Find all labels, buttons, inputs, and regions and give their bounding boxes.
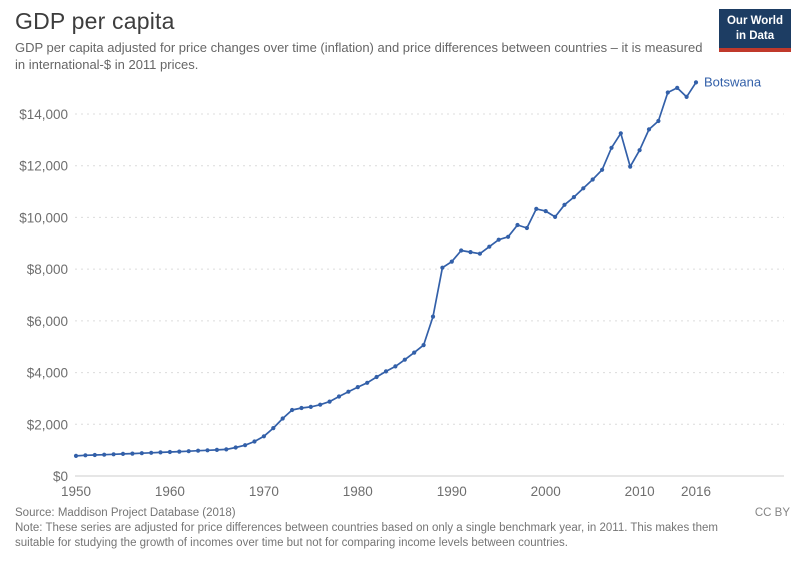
y-tick-label: $0 <box>53 469 68 484</box>
data-point[interactable] <box>543 209 548 214</box>
data-point[interactable] <box>609 145 614 150</box>
data-point[interactable] <box>299 405 304 411</box>
data-point[interactable] <box>73 453 79 458</box>
x-tick-label: 2000 <box>531 484 561 499</box>
data-point[interactable] <box>515 222 520 228</box>
data-point[interactable] <box>111 452 116 457</box>
y-tick-label: $2,000 <box>27 417 68 432</box>
x-tick-label: 1980 <box>343 484 373 499</box>
note-text: Note: These series are adjusted for pric… <box>15 522 718 550</box>
y-tick-label: $10,000 <box>19 210 68 225</box>
data-point[interactable] <box>383 369 389 374</box>
data-point[interactable] <box>421 343 426 348</box>
data-point[interactable] <box>327 399 332 404</box>
data-point[interactable] <box>562 202 567 207</box>
data-point[interactable] <box>308 404 313 409</box>
data-point[interactable] <box>496 237 501 242</box>
data-point[interactable] <box>628 164 633 169</box>
data-point[interactable] <box>459 248 464 253</box>
data-point[interactable] <box>139 451 144 456</box>
data-point[interactable] <box>186 449 191 454</box>
data-point[interactable] <box>534 206 539 211</box>
chart-subtitle: GDP per capita adjusted for price change… <box>15 40 703 73</box>
owid-logo[interactable]: Our World in Data <box>718 9 791 52</box>
data-point[interactable] <box>374 374 379 380</box>
chart-title: GDP per capita <box>15 8 175 34</box>
data-point[interactable] <box>280 416 285 421</box>
series-label-botswana: Botswana <box>704 74 762 89</box>
data-point[interactable] <box>571 195 577 200</box>
data-point[interactable] <box>233 445 238 450</box>
data-point[interactable] <box>553 214 558 219</box>
data-point[interactable] <box>412 350 417 355</box>
data-point[interactable] <box>393 364 398 369</box>
source-text: Source: Maddison Project Database (2018) <box>15 507 236 519</box>
x-tick-label: 1990 <box>437 484 467 499</box>
data-point[interactable] <box>637 148 642 153</box>
data-point[interactable] <box>355 385 360 390</box>
data-point[interactable] <box>646 127 652 132</box>
data-point[interactable] <box>581 186 586 191</box>
data-point[interactable] <box>524 225 530 231</box>
data-point[interactable] <box>693 80 699 85</box>
y-tick-label: $14,000 <box>19 107 68 122</box>
owid-logo-line1: Our World <box>726 15 783 27</box>
data-point[interactable] <box>224 447 229 452</box>
data-point[interactable] <box>318 402 323 407</box>
chart-header: GDP per capita GDP per capita adjusted f… <box>15 8 715 73</box>
data-point[interactable] <box>252 439 257 444</box>
data-point[interactable] <box>477 251 482 256</box>
data-point[interactable] <box>243 443 248 448</box>
x-tick-label: 1950 <box>61 484 91 499</box>
y-tick-label: $6,000 <box>27 314 68 329</box>
data-point[interactable] <box>665 90 670 95</box>
data-point[interactable] <box>214 447 219 452</box>
data-point[interactable] <box>205 448 210 453</box>
data-point[interactable] <box>167 449 172 455</box>
data-point[interactable] <box>92 452 97 458</box>
x-tick-label: 1970 <box>249 484 279 499</box>
data-point[interactable] <box>290 407 295 413</box>
x-tick-label: 1960 <box>155 484 185 499</box>
data-point[interactable] <box>271 426 276 431</box>
data-point[interactable] <box>177 449 182 454</box>
owid-logo-line2: in Data <box>735 29 775 42</box>
data-point[interactable] <box>365 380 370 385</box>
data-point[interactable] <box>468 250 473 255</box>
data-point[interactable] <box>346 389 351 394</box>
data-point[interactable] <box>158 450 163 455</box>
data-point[interactable] <box>675 85 680 90</box>
x-tick-label: 2010 <box>625 484 655 499</box>
data-point[interactable] <box>430 314 436 319</box>
data-point[interactable] <box>600 167 605 172</box>
y-tick-label: $4,000 <box>27 366 68 381</box>
chart-footer: Source: Maddison Project Database (2018)… <box>15 507 790 551</box>
data-point[interactable] <box>120 451 126 456</box>
data-point[interactable] <box>618 131 623 136</box>
data-point[interactable] <box>336 394 342 399</box>
data-point[interactable] <box>506 234 511 239</box>
license-link[interactable]: CC BY <box>754 507 790 519</box>
data-point[interactable] <box>590 177 595 182</box>
data-point[interactable] <box>402 357 407 362</box>
data-point[interactable] <box>440 265 445 270</box>
data-point[interactable] <box>83 453 88 458</box>
x-tick-label: 2016 <box>681 484 711 499</box>
data-point[interactable] <box>656 118 661 124</box>
data-point[interactable] <box>487 244 492 249</box>
y-tick-label: $12,000 <box>19 159 68 174</box>
data-point[interactable] <box>261 434 266 439</box>
data-point[interactable] <box>102 452 107 457</box>
data-point[interactable] <box>684 94 689 99</box>
data-point[interactable] <box>449 259 454 264</box>
y-tick-label: $8,000 <box>27 262 68 277</box>
data-point[interactable] <box>149 450 154 455</box>
data-point[interactable] <box>196 448 201 453</box>
data-point[interactable] <box>130 451 135 456</box>
